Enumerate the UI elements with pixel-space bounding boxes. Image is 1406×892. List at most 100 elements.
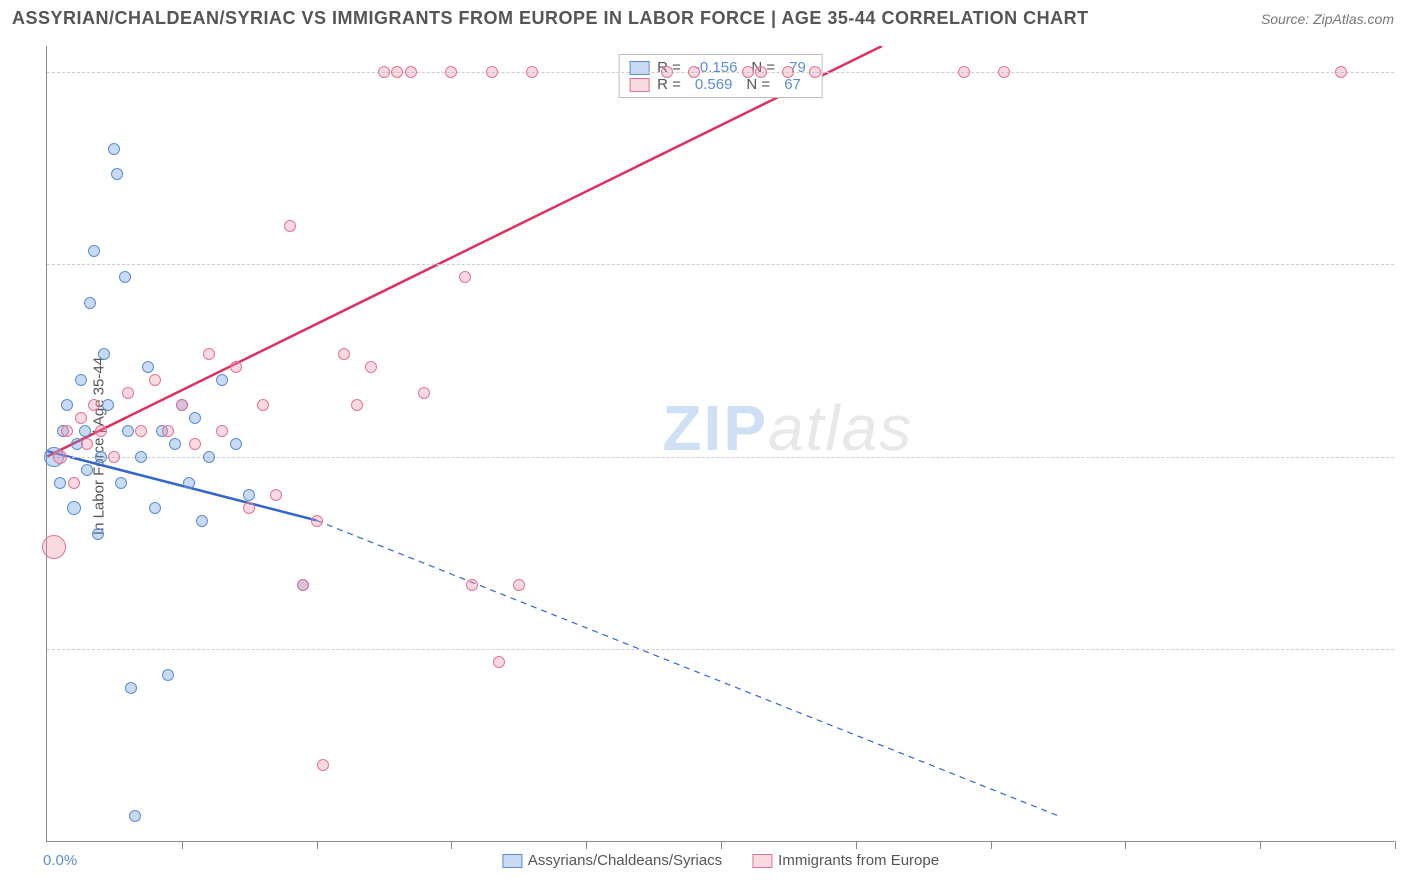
data-point [119, 271, 131, 283]
data-point [216, 374, 228, 386]
data-point [493, 656, 505, 668]
data-point [162, 669, 174, 681]
legend-r-label: R = [657, 76, 681, 93]
legend-row: R = 0.569 N = 67 [629, 76, 812, 93]
data-point [317, 759, 329, 771]
x-axis-min-label: 0.0% [43, 852, 77, 869]
data-point [958, 66, 970, 78]
data-point [196, 515, 208, 527]
x-tick [1260, 841, 1261, 849]
data-point [98, 348, 110, 360]
gridline [47, 649, 1394, 650]
data-point [81, 438, 93, 450]
data-point [53, 450, 67, 464]
data-point [338, 348, 350, 360]
legend-n-value: 67 [784, 76, 801, 93]
chart-plot-area: ZIPatlas R =-0.156 N =79 R =0.569 N =67 … [46, 46, 1394, 842]
data-point [122, 425, 134, 437]
data-point [284, 220, 296, 232]
data-point [243, 489, 255, 501]
data-point [54, 477, 66, 489]
data-point [135, 425, 147, 437]
data-point [68, 477, 80, 489]
data-point [297, 579, 309, 591]
data-point [230, 438, 242, 450]
series-legend-item: Immigrants from Europe [752, 852, 939, 869]
data-point [466, 579, 478, 591]
data-point [216, 425, 228, 437]
data-point [122, 387, 134, 399]
data-point [84, 297, 96, 309]
data-point [998, 66, 1010, 78]
data-point [270, 489, 282, 501]
data-point [809, 66, 821, 78]
data-point [176, 399, 188, 411]
data-point [88, 399, 100, 411]
data-point [169, 438, 181, 450]
data-point [95, 425, 107, 437]
x-tick [586, 841, 587, 849]
data-point [79, 425, 91, 437]
data-point [61, 425, 73, 437]
x-tick [1125, 841, 1126, 849]
chart-header: ASSYRIAN/CHALDEAN/SYRIAC VS IMMIGRANTS F… [0, 0, 1406, 33]
series-name: Assyrians/Chaldeans/Syriacs [528, 852, 722, 869]
data-point [102, 399, 114, 411]
data-point [162, 425, 174, 437]
legend-r-value: 0.569 [695, 76, 733, 93]
data-point [378, 66, 390, 78]
data-point [742, 66, 754, 78]
data-point [365, 361, 377, 373]
data-point [108, 143, 120, 155]
data-point [203, 348, 215, 360]
trendline-extrapolation [317, 520, 1057, 815]
legend-r-value: -0.156 [695, 59, 738, 76]
data-point [513, 579, 525, 591]
data-point [111, 168, 123, 180]
trendline [47, 46, 882, 456]
gridline [47, 457, 1394, 458]
data-point [459, 271, 471, 283]
x-tick [451, 841, 452, 849]
chart-title: ASSYRIAN/CHALDEAN/SYRIAC VS IMMIGRANTS F… [12, 8, 1089, 29]
x-tick [1395, 841, 1396, 849]
data-point [405, 66, 417, 78]
data-point [115, 477, 127, 489]
data-point [149, 502, 161, 514]
data-point [67, 501, 81, 515]
data-point [257, 399, 269, 411]
data-point [183, 477, 195, 489]
series-legend-item: Assyrians/Chaldeans/Syriacs [502, 852, 722, 869]
data-point [135, 451, 147, 463]
gridline [47, 72, 1394, 73]
data-point [486, 66, 498, 78]
data-point [688, 66, 700, 78]
gridline [47, 264, 1394, 265]
data-point [75, 412, 87, 424]
data-point [203, 451, 215, 463]
legend-n-label: N = [746, 76, 770, 93]
data-point [1335, 66, 1347, 78]
series-legend: Assyrians/Chaldeans/Syriacs Immigrants f… [502, 852, 939, 869]
x-tick [182, 841, 183, 849]
trendlines-svg [47, 46, 1394, 841]
data-point [391, 66, 403, 78]
data-point [149, 374, 161, 386]
legend-swatch [629, 78, 649, 92]
data-point [125, 682, 137, 694]
data-point [782, 66, 794, 78]
data-point [81, 464, 93, 476]
chart-source: Source: ZipAtlas.com [1261, 11, 1394, 27]
data-point [75, 374, 87, 386]
data-point [445, 66, 457, 78]
data-point [311, 515, 323, 527]
data-point [88, 245, 100, 257]
series-name: Immigrants from Europe [778, 852, 939, 869]
data-point [243, 502, 255, 514]
data-point [189, 412, 201, 424]
x-tick [721, 841, 722, 849]
x-tick [991, 841, 992, 849]
watermark: ZIPatlas [662, 391, 913, 465]
data-point [351, 399, 363, 411]
data-point [61, 399, 73, 411]
